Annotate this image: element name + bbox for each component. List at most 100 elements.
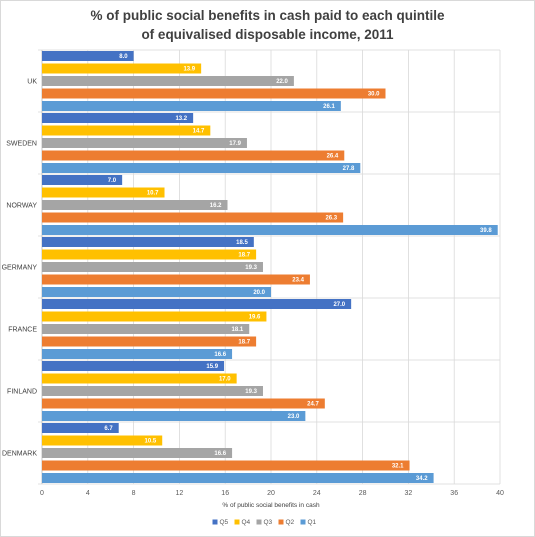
x-tick-label: 32: [405, 490, 413, 497]
data-label: 18.1: [232, 327, 244, 333]
legend-swatch-q3: [256, 519, 262, 525]
legend-label: Q1: [308, 519, 317, 526]
data-label: 13.9: [183, 67, 195, 73]
data-label: 32.1: [392, 464, 404, 470]
legend-swatch-q2: [278, 519, 284, 525]
bar-q1: [42, 225, 498, 235]
bar-q4: [42, 187, 165, 198]
data-label: 6.7: [104, 426, 113, 432]
data-label: 39.8: [480, 228, 492, 234]
bar-q5: [42, 299, 352, 309]
bar-q1: [42, 349, 233, 359]
x-tick-label: 20: [267, 490, 275, 497]
data-label: 30.0: [368, 92, 380, 98]
bar-q2: [42, 212, 344, 223]
bar-q3: [42, 448, 233, 458]
category-label: SWEDEN: [6, 141, 37, 148]
bar-q1: [42, 287, 271, 297]
category-label: FINLAND: [7, 389, 37, 396]
data-label: 16.2: [210, 203, 222, 209]
x-tick-label: 4: [86, 490, 90, 497]
bar-q5: [42, 237, 254, 247]
bar-q5: [42, 113, 194, 123]
bar-q4: [42, 125, 211, 136]
data-label: 20.0: [253, 290, 265, 296]
category-label: NORWAY: [6, 203, 37, 210]
bars: 8.0 13.9 22.0 30.0 26.1 13.2 14.7 17.9 26.4 27.8 7…: [42, 51, 498, 483]
x-tick-label: 40: [496, 490, 504, 497]
data-label: 18.5: [236, 240, 248, 246]
category-labels: UK SWEDEN NORWAY GERMANY FRANCE FINLAND DENMAR…: [2, 79, 38, 458]
chart-title-line-2: of equivalised disposable income, 2011: [141, 27, 394, 42]
x-tick-label: 16: [221, 490, 229, 497]
data-label: 27.8: [343, 166, 355, 172]
bar-q4: [42, 435, 163, 446]
data-label: 16.6: [214, 451, 226, 457]
legend-swatch-q1: [300, 519, 306, 525]
bar-q5: [42, 361, 225, 371]
legend-label: Q3: [264, 519, 273, 526]
bar-q1: [42, 163, 361, 173]
x-tick-label: 12: [176, 490, 184, 497]
x-axis-title: % of public social benefits in cash: [222, 502, 320, 509]
bar-q4: [42, 249, 257, 260]
bar-q2: [42, 460, 410, 471]
bar-q3: [42, 138, 247, 148]
x-tick-label: 24: [313, 490, 321, 497]
data-label: 15.9: [206, 364, 218, 370]
bar-q2: [42, 274, 310, 285]
chart-title: % of public social benefits in cash paid…: [0, 6, 535, 44]
legend-label: Q5: [220, 519, 229, 526]
bar-q3: [42, 200, 228, 210]
bar-q2: [42, 88, 386, 99]
data-label: 24.7: [307, 402, 319, 408]
data-label: 19.3: [245, 265, 257, 271]
x-tick-label: 28: [359, 490, 367, 497]
legend-label: Q4: [242, 519, 251, 526]
data-label: 26.1: [323, 104, 335, 110]
data-label: 10.5: [145, 439, 157, 445]
bar-q3: [42, 76, 294, 86]
data-label: 23.0: [288, 414, 300, 420]
category-label: GERMANY: [2, 265, 38, 272]
x-tick-label: 36: [450, 490, 458, 497]
data-label: 16.6: [214, 352, 226, 358]
category-separators: [38, 49, 500, 485]
data-label: 14.7: [193, 129, 205, 135]
data-label: 17.9: [229, 141, 241, 147]
data-label: 19.6: [249, 315, 261, 321]
x-tick-label: 8: [132, 490, 136, 497]
bar-q2: [42, 336, 257, 347]
x-tick-label: 0: [40, 490, 44, 497]
category-label: DENMARK: [2, 451, 37, 458]
category-label: FRANCE: [8, 327, 37, 334]
data-label: 17.0: [219, 377, 231, 383]
bar-q5: [42, 175, 123, 185]
data-label: 10.7: [147, 191, 159, 197]
bar-q2: [42, 398, 325, 409]
data-label: 7.0: [108, 178, 117, 184]
data-label: 23.4: [292, 278, 304, 284]
data-label: 18.7: [238, 340, 250, 346]
bar-q4: [42, 63, 202, 74]
legend: Q5 Q4 Q3 Q2 Q1: [212, 519, 317, 526]
data-label: 22.0: [276, 79, 288, 85]
category-label: UK: [27, 79, 37, 86]
bar-q4: [42, 311, 267, 322]
data-label: 26.3: [325, 216, 337, 222]
x-tick-labels: 0 4 8 12 16 20 24 28 32 36 40: [40, 490, 504, 497]
bar-q3: [42, 324, 250, 334]
data-label: 19.3: [245, 389, 257, 395]
bar-q3: [42, 262, 263, 272]
data-label: 18.7: [238, 253, 250, 259]
bar-q4: [42, 373, 237, 384]
data-label: 13.2: [175, 116, 187, 122]
bar-q3: [42, 386, 263, 396]
bar-q1: [42, 101, 341, 111]
data-label: 26.4: [327, 154, 339, 160]
bar-q5: [42, 423, 119, 433]
legend-label: Q2: [286, 519, 295, 526]
data-label: 27.0: [333, 302, 345, 308]
bar-q1: [42, 473, 434, 483]
